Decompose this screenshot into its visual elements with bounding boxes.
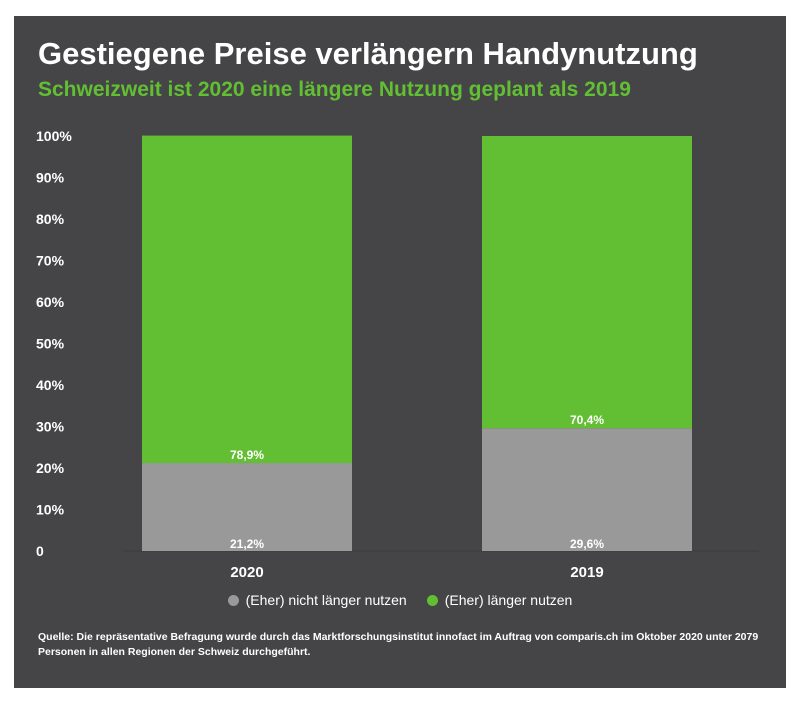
legend-swatch-green	[426, 594, 438, 606]
y-tick-label: 0	[36, 543, 44, 559]
x-category-label: 2020	[230, 564, 263, 581]
y-tick-label: 10%	[36, 502, 65, 518]
bar-segment	[142, 135, 352, 464]
y-tick-label: 40%	[36, 377, 65, 393]
chart-title: Gestiegene Preise verlängern Handynutzun…	[38, 36, 698, 71]
data-label: 29,6%	[570, 537, 604, 551]
y-tick-label: 60%	[36, 294, 65, 310]
stacked-bar-chart: 0 10% 20% 30% 40% 50% 60% 70% 80% 90% 100% 21,2% 78,…	[36, 128, 759, 581]
y-tick-label: 100%	[36, 128, 72, 144]
chart-subtitle: Schweizweit ist 2020 eine längere Nutzun…	[38, 78, 631, 101]
source-note: Quelle: Die repräsentative Befragung wur…	[38, 631, 759, 659]
chart-panel: Gestiegene Preise verlängern Handynutzun…	[14, 16, 786, 688]
legend: (Eher) nicht länger nutzen (Eher) länger…	[14, 592, 786, 608]
y-tick-label: 50%	[36, 336, 65, 352]
legend-label-not-longer: (Eher) nicht länger nutzen	[245, 592, 407, 608]
y-tick-label: 20%	[36, 460, 65, 476]
legend-label-longer: (Eher) länger nutzen	[444, 592, 573, 608]
data-label: 70,4%	[570, 413, 604, 427]
bar-segment	[482, 428, 692, 551]
legend-item-not-longer: (Eher) nicht länger nutzen	[227, 592, 407, 608]
bar-segment	[482, 136, 692, 429]
data-label: 21,2%	[230, 537, 264, 551]
y-tick-label: 80%	[36, 211, 65, 227]
legend-swatch-grey	[227, 594, 239, 606]
y-tick-label: 70%	[36, 253, 65, 269]
legend-item-longer: (Eher) länger nutzen	[426, 592, 573, 608]
bar-segment	[142, 463, 352, 551]
x-category-label: 2019	[570, 564, 603, 581]
y-tick-label: 90%	[36, 170, 65, 186]
y-tick-label: 30%	[36, 419, 65, 435]
data-label: 78,9%	[230, 448, 264, 462]
